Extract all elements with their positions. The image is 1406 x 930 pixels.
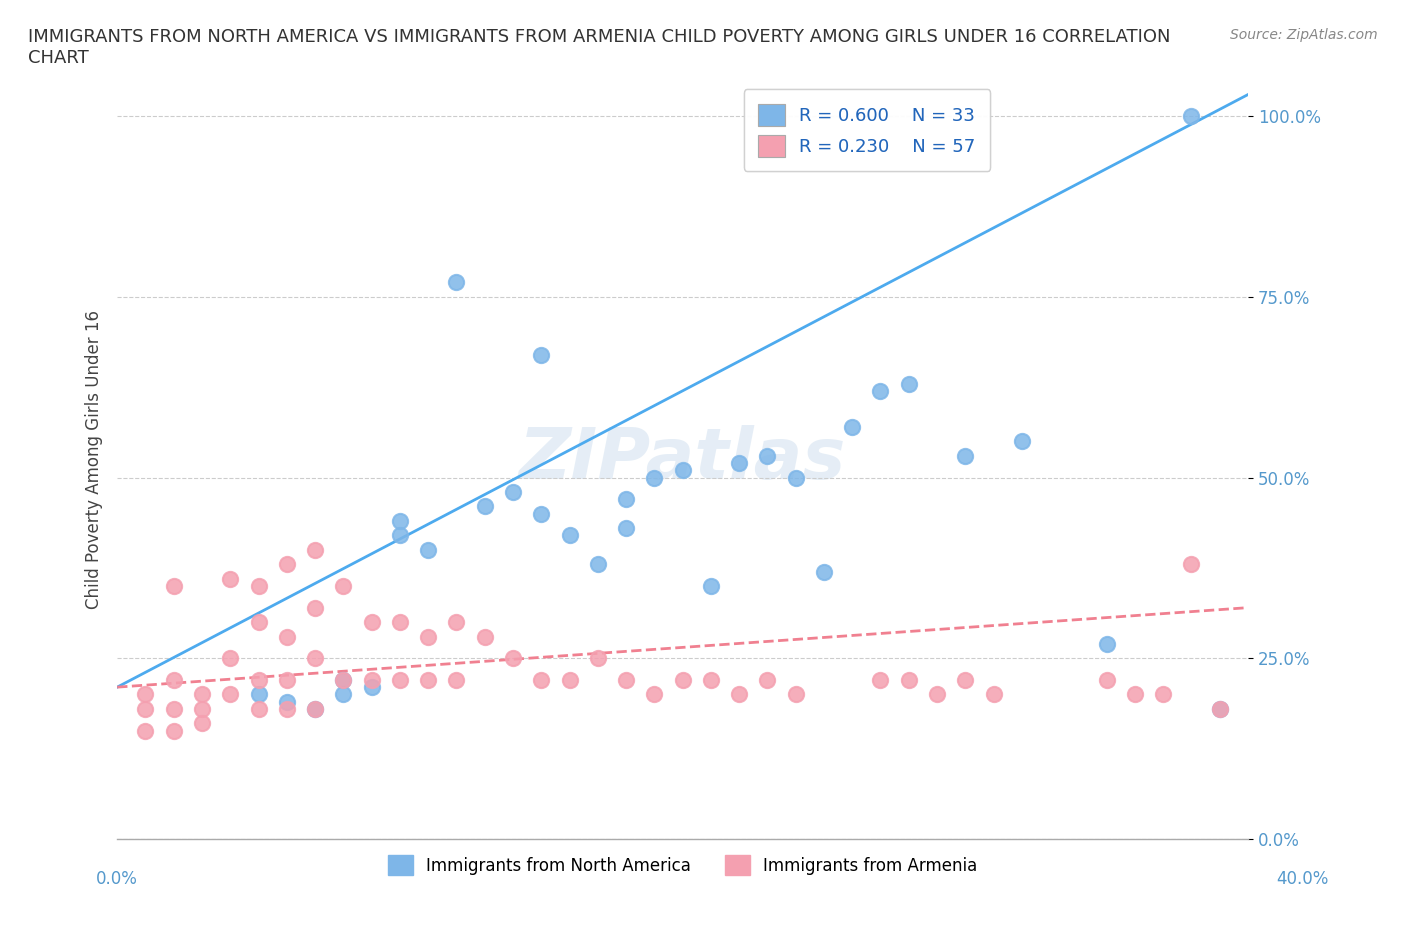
Point	[1011, 434, 1033, 449]
Point	[614, 492, 637, 507]
Point	[1180, 109, 1202, 124]
Point	[191, 716, 214, 731]
Point	[276, 701, 298, 716]
Point	[163, 723, 186, 737]
Point	[700, 672, 723, 687]
Point	[728, 456, 751, 471]
Point	[530, 347, 553, 362]
Point	[332, 578, 354, 593]
Point	[304, 701, 326, 716]
Point	[643, 471, 665, 485]
Point	[219, 571, 242, 586]
Point	[728, 687, 751, 702]
Point	[1180, 557, 1202, 572]
Point	[304, 542, 326, 557]
Point	[304, 701, 326, 716]
Text: 0.0%: 0.0%	[96, 870, 138, 888]
Point	[191, 687, 214, 702]
Point	[869, 672, 891, 687]
Point	[332, 687, 354, 702]
Point	[586, 557, 609, 572]
Point	[388, 615, 411, 630]
Point	[671, 672, 693, 687]
Point	[983, 687, 1005, 702]
Point	[276, 557, 298, 572]
Point	[1209, 701, 1232, 716]
Point	[360, 615, 382, 630]
Point	[163, 701, 186, 716]
Point	[813, 565, 835, 579]
Point	[785, 471, 807, 485]
Text: IMMIGRANTS FROM NORTH AMERICA VS IMMIGRANTS FROM ARMENIA CHILD POVERTY AMONG GIR: IMMIGRANTS FROM NORTH AMERICA VS IMMIGRA…	[28, 28, 1171, 67]
Point	[247, 701, 270, 716]
Point	[247, 615, 270, 630]
Point	[558, 528, 581, 543]
Point	[869, 383, 891, 398]
Point	[446, 275, 468, 290]
Point	[388, 513, 411, 528]
Point	[785, 687, 807, 702]
Point	[586, 651, 609, 666]
Point	[446, 672, 468, 687]
Point	[1095, 636, 1118, 651]
Text: Source: ZipAtlas.com: Source: ZipAtlas.com	[1230, 28, 1378, 42]
Point	[276, 694, 298, 709]
Point	[897, 672, 920, 687]
Point	[418, 672, 440, 687]
Point	[671, 463, 693, 478]
Point	[332, 672, 354, 687]
Text: ZIPatlas: ZIPatlas	[519, 425, 846, 494]
Point	[756, 448, 779, 463]
Point	[276, 672, 298, 687]
Point	[502, 485, 524, 499]
Point	[474, 499, 496, 514]
Point	[388, 672, 411, 687]
Point	[756, 672, 779, 687]
Point	[388, 528, 411, 543]
Point	[530, 506, 553, 521]
Point	[418, 629, 440, 644]
Point	[219, 687, 242, 702]
Point	[1123, 687, 1146, 702]
Point	[955, 672, 977, 687]
Point	[700, 578, 723, 593]
Point	[530, 672, 553, 687]
Point	[643, 687, 665, 702]
Point	[247, 578, 270, 593]
Point	[134, 723, 156, 737]
Point	[276, 629, 298, 644]
Point	[558, 672, 581, 687]
Point	[247, 687, 270, 702]
Point	[163, 578, 186, 593]
Point	[134, 701, 156, 716]
Point	[614, 672, 637, 687]
Point	[418, 542, 440, 557]
Point	[219, 651, 242, 666]
Point	[304, 651, 326, 666]
Text: 40.0%: 40.0%	[1277, 870, 1329, 888]
Point	[614, 521, 637, 536]
Point	[502, 651, 524, 666]
Point	[955, 448, 977, 463]
Point	[897, 376, 920, 391]
Point	[1209, 701, 1232, 716]
Point	[134, 687, 156, 702]
Point	[446, 615, 468, 630]
Point	[191, 701, 214, 716]
Y-axis label: Child Poverty Among Girls Under 16: Child Poverty Among Girls Under 16	[86, 310, 103, 609]
Point	[1152, 687, 1174, 702]
Legend: R = 0.600    N = 33, R = 0.230    N = 57: R = 0.600 N = 33, R = 0.230 N = 57	[744, 89, 990, 171]
Point	[304, 600, 326, 615]
Point	[163, 672, 186, 687]
Point	[332, 672, 354, 687]
Point	[474, 629, 496, 644]
Point	[841, 419, 863, 434]
Point	[360, 672, 382, 687]
Point	[247, 672, 270, 687]
Point	[1095, 672, 1118, 687]
Point	[360, 680, 382, 695]
Point	[925, 687, 948, 702]
